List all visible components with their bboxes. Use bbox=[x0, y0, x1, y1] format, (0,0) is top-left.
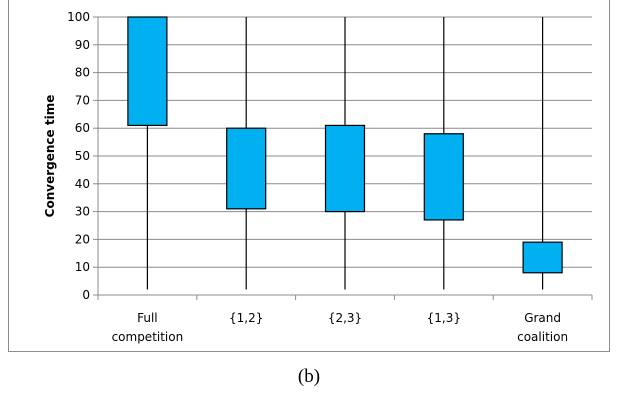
x-category-label: coalition bbox=[517, 330, 568, 344]
y-tick-label: 70 bbox=[75, 93, 90, 107]
x-category-label: Full bbox=[137, 311, 158, 325]
y-tick-label: 50 bbox=[75, 149, 90, 163]
box bbox=[522, 241, 563, 274]
x-category-label: Grand bbox=[524, 311, 561, 325]
figure-caption: (b) bbox=[297, 366, 321, 387]
y-tick-label: 90 bbox=[75, 38, 90, 52]
box bbox=[127, 16, 168, 127]
y-tick-label: 40 bbox=[75, 177, 90, 191]
y-tick-label: 80 bbox=[75, 66, 90, 80]
y-tick-label: 100 bbox=[67, 10, 90, 24]
box bbox=[423, 133, 464, 221]
x-category-label: {1,2} bbox=[229, 311, 263, 325]
y-tick-label: 60 bbox=[75, 121, 90, 135]
x-category-label: {2,3} bbox=[328, 311, 362, 325]
box bbox=[324, 124, 366, 213]
y-tick-label: 10 bbox=[75, 260, 90, 274]
chart-frame: 0 10 20 30 40 50 60 70 80 90 100 Convergence time Fu… bbox=[8, 0, 610, 352]
box-plot-chart: 0 10 20 30 40 50 60 70 80 90 100 Convergence time Fu… bbox=[43, 10, 593, 344]
x-category-label: competition bbox=[112, 330, 184, 344]
y-tick-label: 20 bbox=[75, 232, 90, 246]
y-axis-label: Convergence time bbox=[43, 95, 57, 218]
x-category-label: {1,3} bbox=[427, 311, 461, 325]
box bbox=[226, 127, 267, 210]
y-tick-label: 30 bbox=[75, 205, 90, 219]
y-tick-label: 0 bbox=[82, 288, 90, 302]
